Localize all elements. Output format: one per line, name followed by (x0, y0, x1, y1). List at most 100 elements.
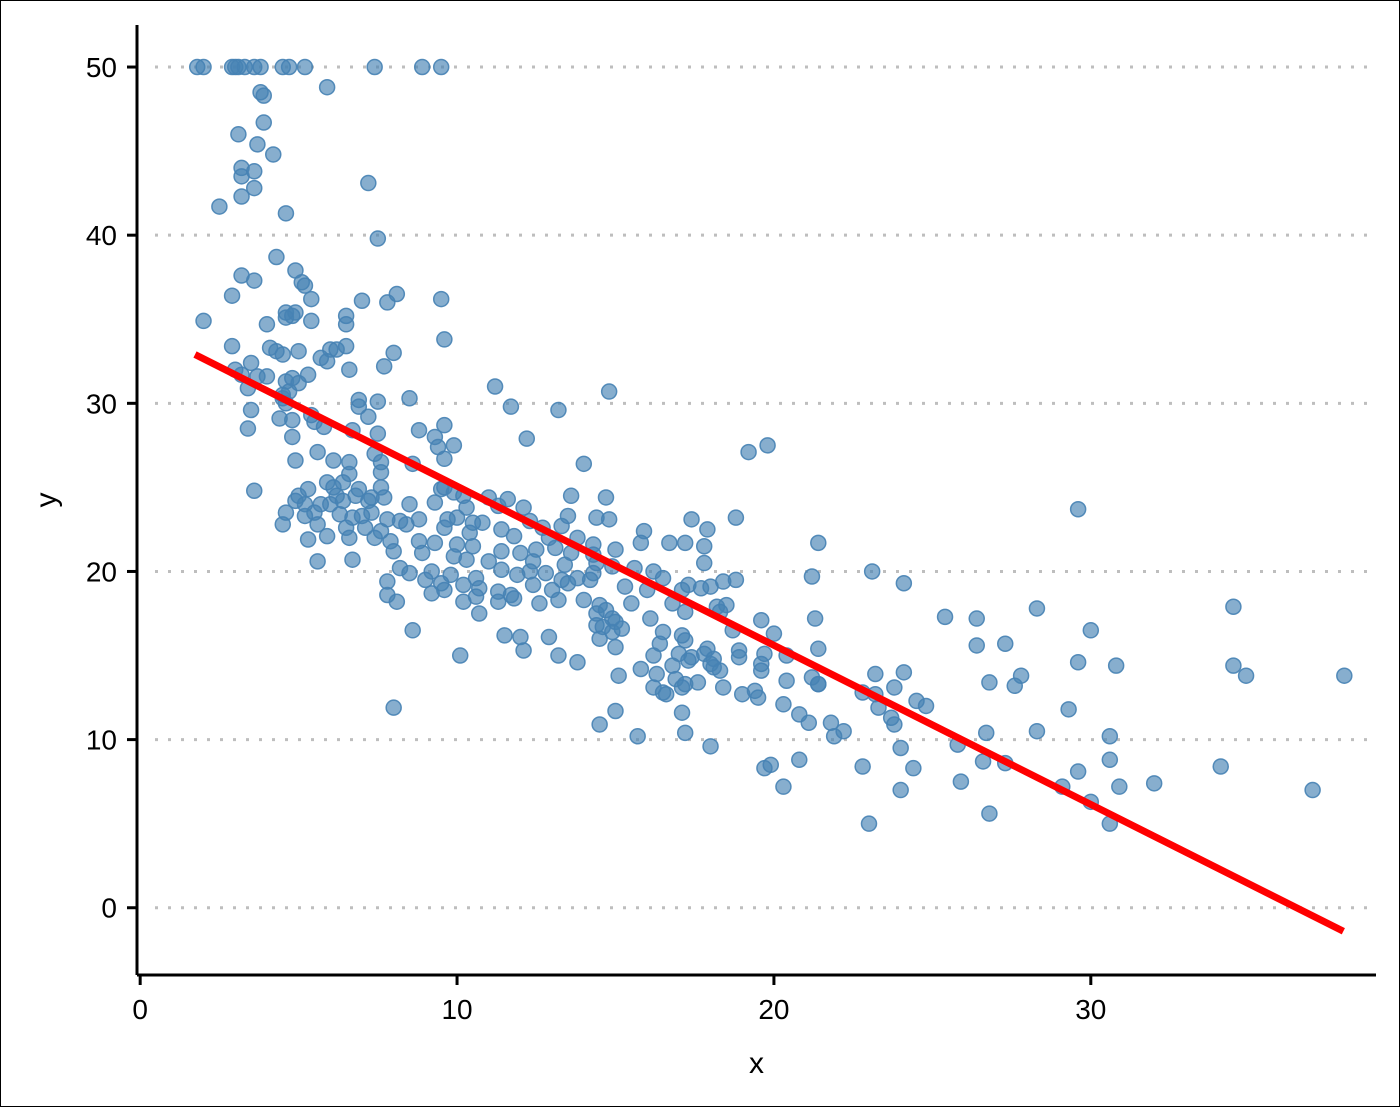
data-point (1006, 677, 1024, 695)
data-point (778, 672, 795, 690)
data-point (835, 722, 852, 740)
data-point (296, 58, 314, 76)
data-point (727, 571, 745, 589)
data-point (388, 593, 406, 610)
data-point (458, 499, 475, 516)
data-point (753, 662, 770, 679)
data-point (369, 425, 387, 442)
data-point (661, 534, 678, 552)
data-point (1336, 667, 1353, 684)
data-point (936, 608, 954, 626)
data-point (664, 657, 681, 674)
data-point (1237, 667, 1255, 684)
data-point (575, 455, 593, 473)
data-point (258, 316, 276, 333)
data-point (1060, 701, 1077, 718)
data-point (886, 716, 903, 733)
data-point (436, 331, 453, 348)
data-point (952, 773, 970, 790)
data-point (360, 408, 377, 426)
data-point (223, 337, 241, 355)
data-point (550, 591, 567, 609)
data-point (654, 569, 672, 587)
data-point (432, 290, 450, 308)
data-point (623, 595, 640, 612)
data-point (702, 738, 719, 755)
y-axis-title: y (30, 493, 63, 508)
data-point (284, 307, 301, 325)
data-point (515, 499, 532, 516)
data-point (417, 571, 434, 589)
data-point (448, 509, 466, 526)
data-point (616, 578, 634, 595)
data-point (309, 553, 326, 570)
data-point (629, 727, 646, 745)
data-point (892, 739, 909, 757)
data-point (581, 571, 599, 589)
data-point (600, 383, 618, 400)
data-point (1101, 751, 1119, 769)
data-point (337, 316, 355, 333)
data-point (233, 188, 250, 205)
data-point (493, 561, 510, 579)
data-point (337, 337, 355, 355)
data-point (385, 344, 402, 362)
data-point (239, 420, 257, 437)
data-point (749, 689, 767, 706)
data-point (242, 401, 260, 419)
data-point (597, 489, 615, 506)
data-point (274, 516, 292, 533)
data-point (648, 665, 665, 683)
data-point (413, 58, 431, 76)
data-point (680, 652, 697, 669)
data-point (413, 544, 431, 562)
data-point (385, 699, 402, 716)
data-point (249, 136, 266, 153)
data-point (195, 312, 212, 330)
data-point (1082, 622, 1100, 639)
data-point (474, 514, 491, 531)
data-point (613, 620, 631, 637)
data-point (445, 437, 463, 454)
data-point (274, 346, 292, 363)
data-point (610, 667, 627, 684)
scatter-points (188, 58, 1353, 832)
data-point (398, 516, 415, 533)
axes (135, 25, 1376, 977)
data-point (981, 805, 998, 822)
data-point (375, 489, 393, 506)
data-point (800, 714, 818, 732)
data-point (432, 58, 450, 76)
data-point (401, 390, 418, 407)
data-point (353, 292, 371, 310)
data-point (299, 531, 317, 548)
data-point (245, 179, 263, 197)
data-point (318, 527, 336, 545)
data-point (493, 521, 510, 538)
data-point (518, 430, 536, 447)
data-point (575, 591, 593, 609)
data-point (258, 368, 276, 385)
data-point (277, 205, 295, 222)
data-point (886, 679, 903, 696)
data-point (334, 492, 352, 510)
gridlines (155, 65, 1372, 910)
data-point (695, 537, 713, 555)
data-point (385, 543, 402, 560)
data-point (683, 511, 700, 528)
data-point (303, 290, 320, 308)
data-point (341, 361, 358, 378)
data-point (550, 401, 567, 419)
data-point (540, 628, 558, 646)
data-point (981, 674, 998, 691)
data-point (1212, 758, 1229, 775)
data-point (493, 543, 510, 560)
data-point (458, 551, 475, 568)
data-point (607, 702, 624, 720)
data-point (917, 697, 935, 715)
y-tick-label: 0 (101, 893, 117, 924)
data-point (759, 437, 776, 454)
data-point (512, 628, 529, 646)
